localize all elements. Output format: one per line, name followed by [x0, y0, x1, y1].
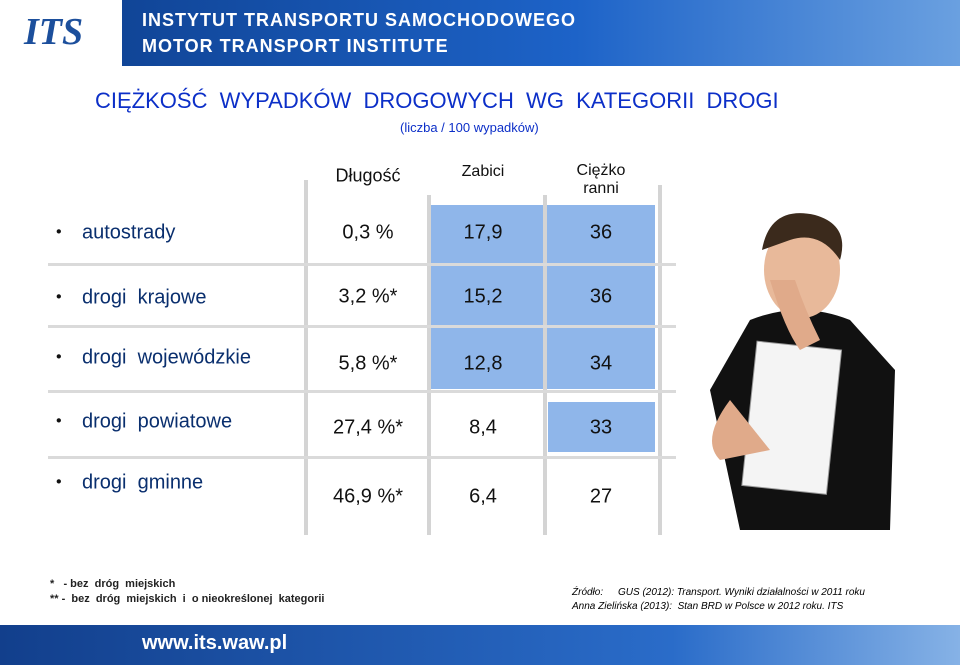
header-bar: [0, 0, 960, 66]
cell: 3,2 %*: [338, 285, 398, 308]
cell: 27,4 %*: [332, 416, 404, 439]
cell: 15,2: [463, 285, 503, 308]
column-line: [658, 185, 662, 535]
source-label: Źródło:: [572, 587, 604, 598]
title: CIĘŻKOŚĆ WYPADKÓW DROGOWYCH WG KATEGORII…: [95, 88, 779, 113]
row-label: drogi wojewódzkie: [56, 347, 251, 370]
cell: 34: [589, 352, 613, 375]
cell: 0,3 %: [342, 221, 394, 244]
source: Anna Zielińska (2013): Stan BRD w Polsce…: [572, 601, 844, 612]
row-label: drogi krajowe: [56, 287, 206, 310]
row-label: drogi gminne: [56, 472, 203, 495]
footnote: * - bez dróg miejskich: [50, 578, 176, 590]
logo: ITS: [24, 11, 84, 53]
column-header: Ciężko ranni: [576, 162, 626, 197]
cell: 12,8: [463, 352, 503, 375]
row-line: [48, 390, 676, 393]
row-line: [48, 325, 676, 328]
cell: 27: [589, 485, 613, 508]
cell: 8,4: [469, 416, 497, 439]
cell: 36: [589, 285, 613, 308]
logo-box: [0, 0, 122, 66]
column-line: [427, 195, 431, 535]
cell: 36: [589, 221, 613, 244]
row-line: [48, 456, 676, 459]
source: GUS (2012): Transport. Wyniki działalnoś…: [618, 587, 865, 598]
person-illustration: [710, 213, 895, 530]
column-line: [304, 180, 308, 535]
cell: 33: [589, 416, 613, 439]
row-label: autostrady: [56, 222, 175, 245]
cell: 5,8 %*: [338, 352, 398, 375]
subtitle: (liczba / 100 wypadków): [400, 120, 539, 135]
column-header: Długość: [335, 165, 401, 186]
column-line: [543, 195, 547, 535]
cell: 6,4: [469, 485, 497, 508]
cell: 17,9: [463, 221, 503, 244]
highlight: [548, 402, 655, 452]
header-line2: MOTOR TRANSPORT INSTITUTE: [142, 36, 449, 56]
highlight: [430, 205, 655, 389]
header-line1: INSTYTUT TRANSPORTU SAMOCHODOWEGO: [142, 10, 576, 30]
footnote: ** - bez dróg miejskich i o nieokreślone…: [50, 593, 325, 605]
row-line: [48, 263, 676, 266]
footer-url: www.its.waw.pl: [142, 632, 288, 654]
row-label: drogi powiatowe: [56, 411, 232, 434]
footer-bar: [0, 625, 960, 665]
column-header: Zabici: [461, 163, 505, 180]
cell: 46,9 %*: [332, 485, 404, 508]
